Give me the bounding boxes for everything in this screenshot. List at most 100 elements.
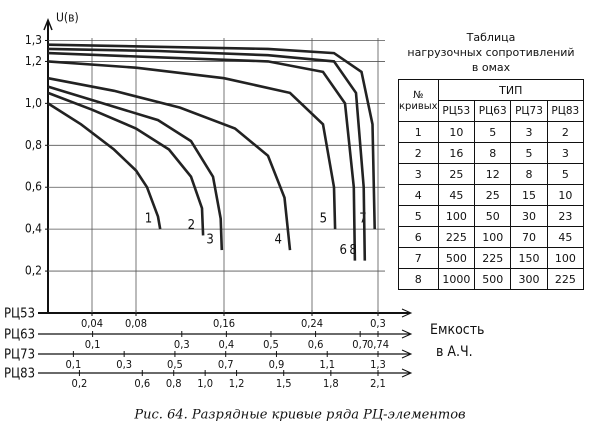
- x-axis-label: Емкость: [430, 322, 484, 338]
- x-tick-label: 0,3: [116, 358, 132, 371]
- y-tick-label: 0,8: [25, 138, 42, 152]
- table-cell: 225: [546, 268, 585, 290]
- x-tick-label: 0,9: [269, 358, 285, 371]
- x-axis-arrow: [401, 308, 413, 318]
- group-header: ТИП: [437, 79, 585, 101]
- type-header: РЦ53: [437, 100, 476, 122]
- x-tick-label: 0,1: [66, 358, 82, 371]
- type-header: РЦ63: [474, 100, 512, 122]
- table-cell: 10: [437, 121, 476, 143]
- curve-label: 1: [145, 212, 152, 227]
- x-tick-label: 0,6: [134, 377, 150, 390]
- curve: [47, 51, 357, 261]
- x-tick-label: 0,5: [167, 358, 183, 371]
- table-cell: 500: [474, 268, 512, 290]
- table-cell: 3: [510, 121, 548, 143]
- table-cell: 100: [546, 247, 585, 269]
- table-cell: 1000: [437, 268, 476, 290]
- table-cell: 25: [437, 163, 476, 185]
- table-cell: 2: [546, 121, 585, 143]
- table-cell: 25: [474, 184, 512, 206]
- curve: [47, 76, 292, 251]
- table: № кривых ТИП РЦ53 РЦ63 РЦ73 РЦ83 1 10 5 3 2 2 16 8…: [398, 79, 585, 290]
- curve: [47, 91, 205, 236]
- y-axis-arrow: [43, 17, 53, 31]
- y-tick-label: 0,2: [25, 264, 42, 278]
- table-title-line: Таблица: [466, 31, 516, 44]
- table-cell: 5: [474, 121, 512, 143]
- curve-label: 4: [275, 233, 282, 248]
- table-cell: 100: [474, 226, 512, 248]
- table-cell: 2: [398, 142, 439, 164]
- table-cell: 16: [437, 142, 476, 164]
- table-title-line: в омах: [471, 61, 511, 74]
- table-cell: 12: [474, 163, 512, 185]
- curve: [47, 60, 337, 230]
- table-cell: 3: [398, 163, 439, 185]
- curve-label: 8: [349, 243, 356, 258]
- table-cell: 45: [437, 184, 476, 206]
- table-cell: 10: [546, 184, 585, 206]
- x-tick-label: 0,08: [125, 317, 147, 330]
- table-cell: 6: [398, 226, 439, 248]
- x-tick-label: 0,7: [218, 358, 234, 371]
- x-tick-label: 0,16: [213, 317, 235, 330]
- x-tick-label: 0,4: [219, 338, 235, 351]
- x-axis-name: РЦ63: [4, 328, 35, 343]
- table-cell: 8: [510, 163, 548, 185]
- table-cell: 8: [398, 268, 439, 290]
- curve: [47, 102, 162, 230]
- x-tick-label: 0,6: [308, 338, 324, 351]
- table-row: 6 225 100 70 45: [398, 226, 585, 248]
- table-row: 5 100 50 30 23: [398, 205, 585, 227]
- x-tick-label: 0,24: [301, 317, 323, 330]
- table-row: 2 16 8 5 3: [398, 142, 585, 164]
- table-cell: 5: [510, 142, 548, 164]
- y-tick-label: 0,4: [25, 222, 42, 236]
- type-header: РЦ73: [510, 100, 548, 122]
- table-row: 8 1000 500 300 225: [398, 268, 585, 290]
- x-tick-label: 0,1: [85, 338, 101, 351]
- table-cell: 50: [474, 205, 512, 227]
- x-tick-label: 0,3: [174, 338, 190, 351]
- x-tick-label: 0,8: [166, 377, 182, 390]
- x-tick-label: 0,5: [263, 338, 279, 351]
- table-cell: 150: [510, 247, 548, 269]
- x-tick-label: 0,7: [352, 338, 368, 351]
- x-tick-label: 1,8: [323, 377, 339, 390]
- table-cell: 3: [546, 142, 585, 164]
- caption: Рис. 64. Разрядные кривые ряда РЦ-элемен…: [133, 408, 465, 423]
- x-axis-arrow: [401, 368, 413, 378]
- x-axis-label: в А.Ч.: [436, 344, 473, 360]
- x-tick-label: 0,2: [72, 377, 88, 390]
- table-title-line: нагрузочных сопротивлений: [407, 46, 575, 59]
- resistance-table: Таблица нагрузочных сопротивлений в омах…: [398, 30, 585, 290]
- x-tick-label: 1,2: [229, 377, 245, 390]
- x-tick-label: 0,74: [367, 338, 389, 351]
- x-tick-label: 0,3: [370, 317, 386, 330]
- y-tick-label: 0,6: [25, 180, 42, 194]
- table-cell: 5: [398, 205, 439, 227]
- curve-label: 3: [206, 233, 213, 248]
- table-cell: 500: [437, 247, 476, 269]
- table-cell: 15: [510, 184, 548, 206]
- x-axis-arrow: [401, 329, 413, 339]
- table-cell: 8: [474, 142, 512, 164]
- x-axis-name: РЦ83: [4, 367, 35, 382]
- y-axis-label: U(в): [56, 11, 79, 25]
- table-cell: 45: [546, 226, 585, 248]
- y-tick-label: 1,0: [25, 96, 42, 110]
- x-tick-label: 1,3: [370, 358, 386, 371]
- table-cell: 1: [398, 121, 439, 143]
- x-axis-arrow: [401, 349, 413, 359]
- table-cell: 23: [546, 205, 585, 227]
- x-axis-name: РЦ53: [4, 307, 35, 322]
- table-cell: 5: [546, 163, 585, 185]
- x-tick-label: 2,1: [370, 377, 386, 390]
- table-row: 1 10 5 3 2: [398, 121, 585, 143]
- curve: [47, 43, 376, 230]
- x-axis-name: РЦ73: [4, 348, 35, 363]
- table-cell: 100: [437, 205, 476, 227]
- curve: [47, 47, 367, 261]
